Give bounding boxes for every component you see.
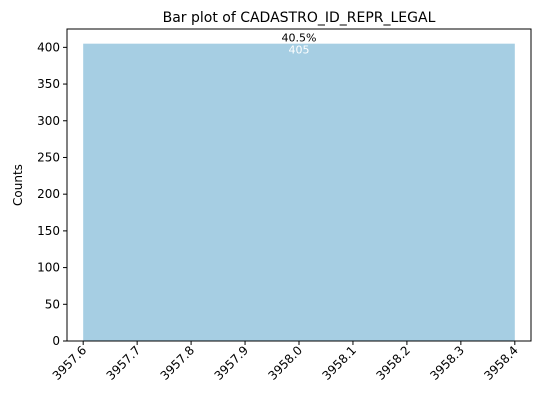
x-tick-label: 3957.7 bbox=[104, 343, 144, 383]
x-tick-label: 3957.6 bbox=[50, 343, 90, 383]
bars-layer bbox=[83, 43, 515, 342]
bar bbox=[83, 43, 515, 342]
y-tick-label: 100 bbox=[37, 261, 60, 275]
x-tick-label: 3958.1 bbox=[319, 343, 359, 383]
chart-title: Bar plot of CADASTRO_ID_REPR_LEGAL bbox=[163, 10, 436, 26]
y-tick-label: 0 bbox=[52, 334, 60, 348]
y-axis-label: Counts bbox=[11, 164, 25, 206]
y-tick-label: 50 bbox=[45, 297, 60, 311]
y-tick-label: 300 bbox=[37, 114, 60, 128]
y-tick-label: 250 bbox=[37, 150, 60, 164]
y-axis-ticks: 0 50 100 150 200 250 300 350 400 bbox=[37, 40, 67, 348]
x-axis-ticks: 3957.6 3957.7 3957.8 3957.9 3958.0 3958.1 3958… bbox=[50, 341, 521, 383]
y-tick-label: 350 bbox=[37, 77, 60, 91]
x-tick-label: 3958.4 bbox=[481, 343, 521, 383]
y-tick-label: 400 bbox=[37, 40, 60, 54]
bar-value-label: 405 bbox=[289, 44, 310, 57]
bar-percent-label: 40.5% bbox=[282, 32, 317, 45]
y-tick-label: 200 bbox=[37, 187, 60, 201]
x-tick-label: 3958.2 bbox=[373, 343, 413, 383]
bar-labels-layer: 40.5%405 bbox=[282, 32, 317, 57]
y-tick-label: 150 bbox=[37, 224, 60, 238]
x-tick-label: 3957.8 bbox=[158, 343, 198, 383]
x-tick-label: 3958.0 bbox=[266, 343, 306, 383]
x-tick-label: 3957.9 bbox=[212, 343, 252, 383]
x-tick-label: 3958.3 bbox=[427, 343, 467, 383]
